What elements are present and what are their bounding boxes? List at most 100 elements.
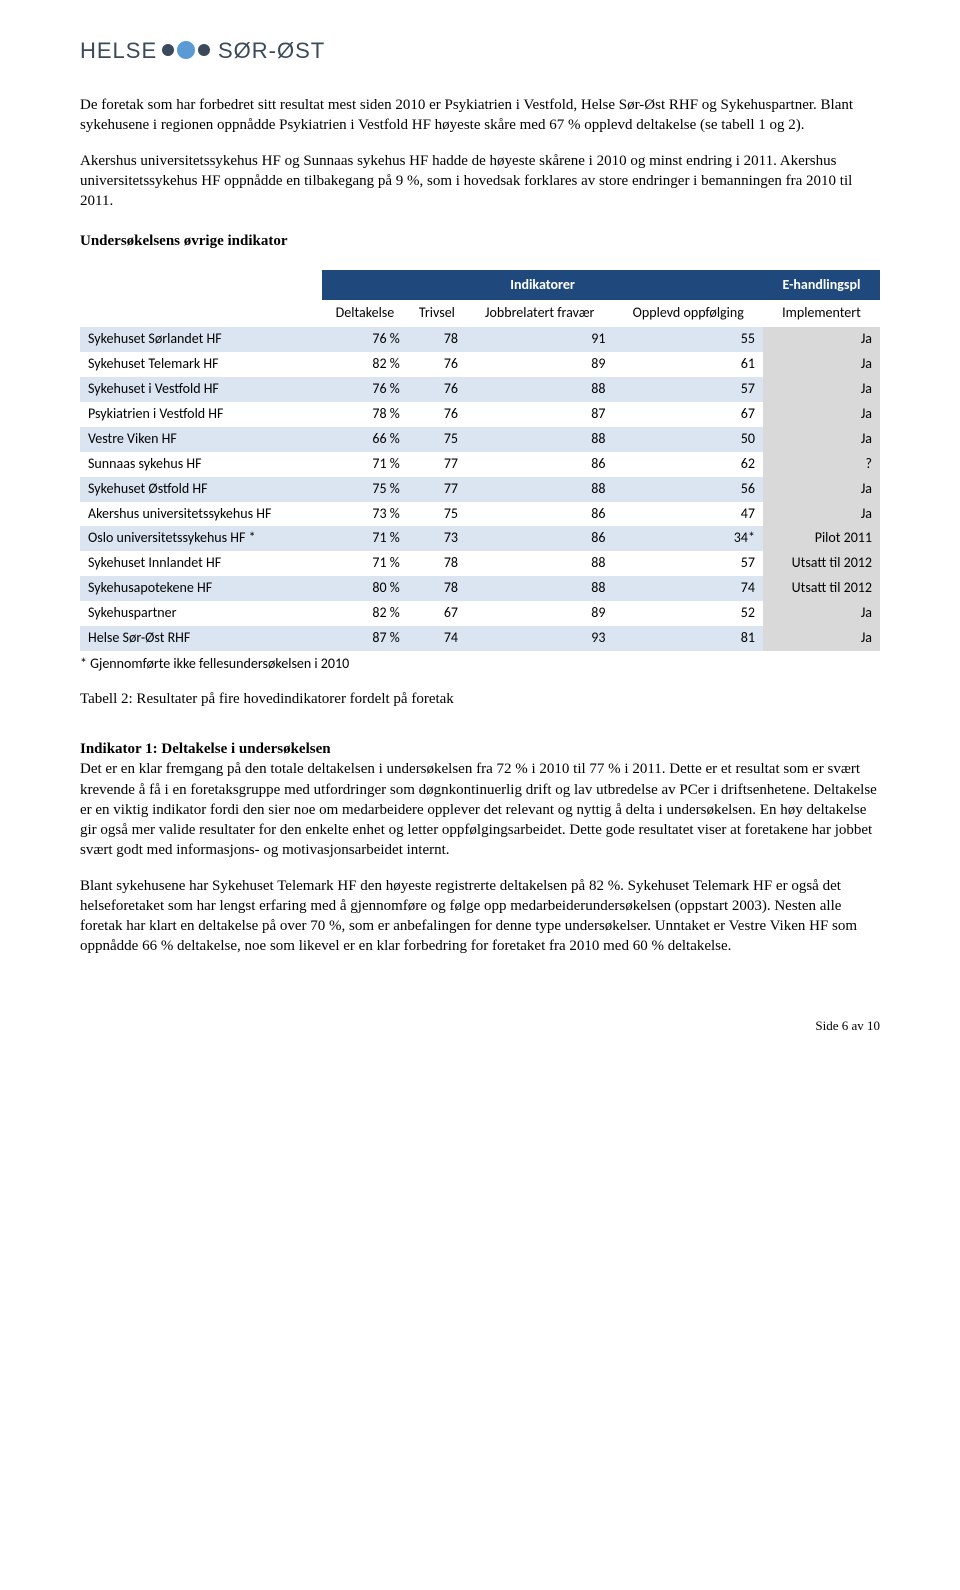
table-row: Sykehuset Sørlandet HF76 %789155Ja bbox=[80, 327, 880, 352]
table-cell: 78 bbox=[408, 327, 466, 352]
table-cell: 76 bbox=[408, 352, 466, 377]
table-cell: 91 bbox=[466, 327, 613, 352]
table-cell: 78 bbox=[408, 576, 466, 601]
table-cell: 82 % bbox=[322, 601, 408, 626]
table-cell: 67 bbox=[408, 601, 466, 626]
table-cell: 75 bbox=[408, 427, 466, 452]
col-opplevd: Opplevd oppfølging bbox=[613, 300, 763, 327]
table-cell: 75 % bbox=[322, 477, 408, 502]
table-cell: 86 bbox=[466, 452, 613, 477]
logo: HELSE SØR-ØST bbox=[80, 30, 880, 70]
table-cell: 87 bbox=[466, 402, 613, 427]
table-cell: 71 % bbox=[322, 452, 408, 477]
svg-text:SØR-ØST: SØR-ØST bbox=[218, 38, 325, 63]
table-cell: 74 bbox=[408, 626, 466, 651]
table-cell: ? bbox=[763, 452, 880, 477]
table-cell: Ja bbox=[763, 601, 880, 626]
col-jobbrelatert: Jobbrelatert fravær bbox=[466, 300, 613, 327]
table-cell: 86 bbox=[466, 526, 613, 551]
table-row: Psykiatrien i Vestfold HF78 %768767Ja bbox=[80, 402, 880, 427]
table-cell: 73 % bbox=[322, 502, 408, 527]
table-cell: 86 bbox=[466, 502, 613, 527]
table-cell: Helse Sør-Øst RHF bbox=[80, 626, 322, 651]
table-cell: 67 bbox=[613, 402, 763, 427]
table-cell: Sykehuset Telemark HF bbox=[80, 352, 322, 377]
table-cell: Ja bbox=[763, 626, 880, 651]
table-row: Akershus universitetssykehus HF73 %75864… bbox=[80, 502, 880, 527]
table-cell: 78 bbox=[408, 551, 466, 576]
table-cell: 88 bbox=[466, 551, 613, 576]
table-cell: Ja bbox=[763, 477, 880, 502]
table-row: Sykehuspartner82 %678952Ja bbox=[80, 601, 880, 626]
table-cell: 78 % bbox=[322, 402, 408, 427]
table-cell: 50 bbox=[613, 427, 763, 452]
table-cell: 88 bbox=[466, 427, 613, 452]
table-cell: Sykehuset Innlandet HF bbox=[80, 551, 322, 576]
table-cell: 56 bbox=[613, 477, 763, 502]
indicator-heading-bold: Indikator 1: Deltakelse i undersøkelsen bbox=[80, 741, 331, 757]
table-row: Helse Sør-Øst RHF87 %749381Ja bbox=[80, 626, 880, 651]
table-cell: Ja bbox=[763, 502, 880, 527]
table-header-ehandlingspl: E-handlingspl bbox=[763, 270, 880, 301]
table-row: Sykehuset Østfold HF75 %778856Ja bbox=[80, 477, 880, 502]
table-row: Oslo universitetssykehus HF *71 %738634*… bbox=[80, 526, 880, 551]
col-implementert: Implementert bbox=[763, 300, 880, 327]
table-cell: Sunnaas sykehus HF bbox=[80, 452, 322, 477]
table-cell: 93 bbox=[466, 626, 613, 651]
table-cell: 81 bbox=[613, 626, 763, 651]
table-cell: 71 % bbox=[322, 551, 408, 576]
table-cell: 82 % bbox=[322, 352, 408, 377]
page-footer: Side 6 av 10 bbox=[80, 1017, 880, 1035]
table-cell: 76 % bbox=[322, 377, 408, 402]
table-cell: Sykehusapotekene HF bbox=[80, 576, 322, 601]
table-cell: 61 bbox=[613, 352, 763, 377]
indicator-table: Indikatorer E-handlingspl Deltakelse Tri… bbox=[80, 270, 880, 651]
paragraph-2: Akershus universitetssykehus HF og Sunna… bbox=[80, 151, 880, 212]
table-row: Sykehuset Telemark HF82 %768961Ja bbox=[80, 352, 880, 377]
table-cell: 73 bbox=[408, 526, 466, 551]
table-cell: Pilot 2011 bbox=[763, 526, 880, 551]
table-cell: Sykehuset Østfold HF bbox=[80, 477, 322, 502]
table-row: Sunnaas sykehus HF71 %778662? bbox=[80, 452, 880, 477]
table-cell: 76 % bbox=[322, 327, 408, 352]
paragraph-3: Det er en klar fremgang på den totale de… bbox=[80, 761, 877, 858]
table-cell: 74 bbox=[613, 576, 763, 601]
table-cell: 52 bbox=[613, 601, 763, 626]
table-cell: Utsatt til 2012 bbox=[763, 551, 880, 576]
table-cell: Ja bbox=[763, 402, 880, 427]
table-cell: Vestre Viken HF bbox=[80, 427, 322, 452]
table-cell: Ja bbox=[763, 377, 880, 402]
table-cell: 66 % bbox=[322, 427, 408, 452]
section-heading: Undersøkelsens øvrige indikator bbox=[80, 231, 880, 251]
table-cell: 80 % bbox=[322, 576, 408, 601]
table-cell: 57 bbox=[613, 551, 763, 576]
svg-text:HELSE: HELSE bbox=[80, 38, 157, 63]
table-row: Vestre Viken HF66 %758850Ja bbox=[80, 427, 880, 452]
table-row: Sykehuset i Vestfold HF76 %768857Ja bbox=[80, 377, 880, 402]
table-header-indikatorer: Indikatorer bbox=[322, 270, 763, 301]
table-cell: 88 bbox=[466, 377, 613, 402]
table-row: Sykehuset Innlandet HF71 %788857Utsatt t… bbox=[80, 551, 880, 576]
col-trivsel: Trivsel bbox=[408, 300, 466, 327]
table-caption: Tabell 2: Resultater på fire hovedindika… bbox=[80, 689, 880, 709]
table-cell: 57 bbox=[613, 377, 763, 402]
table-cell: Ja bbox=[763, 427, 880, 452]
table-cell: Sykehuset i Vestfold HF bbox=[80, 377, 322, 402]
table-cell: 47 bbox=[613, 502, 763, 527]
table-footnote: * Gjennomførte ikke fellesundersøkelsen … bbox=[80, 655, 880, 674]
table-cell: Ja bbox=[763, 327, 880, 352]
table-cell: 77 bbox=[408, 452, 466, 477]
table-cell: Sykehuspartner bbox=[80, 601, 322, 626]
table-cell: 71 % bbox=[322, 526, 408, 551]
table-cell: 34* bbox=[613, 526, 763, 551]
table-cell: 55 bbox=[613, 327, 763, 352]
table-cell: Akershus universitetssykehus HF bbox=[80, 502, 322, 527]
table-cell: 88 bbox=[466, 576, 613, 601]
table-cell: 89 bbox=[466, 352, 613, 377]
table-cell: Utsatt til 2012 bbox=[763, 576, 880, 601]
table-cell: Psykiatrien i Vestfold HF bbox=[80, 402, 322, 427]
table-row: Sykehusapotekene HF80 %788874Utsatt til … bbox=[80, 576, 880, 601]
table-cell: 77 bbox=[408, 477, 466, 502]
table-cell: 75 bbox=[408, 502, 466, 527]
table-cell: Oslo universitetssykehus HF * bbox=[80, 526, 322, 551]
